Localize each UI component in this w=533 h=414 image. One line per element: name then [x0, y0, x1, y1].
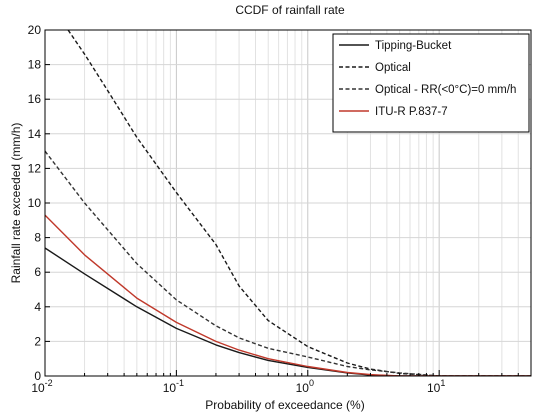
legend-label: ITU-R P.837-7: [375, 106, 448, 118]
y-tick-label: 8: [34, 231, 41, 245]
chart-title: CCDF of rainfall rate: [235, 3, 345, 17]
series-layer: [45, 30, 531, 376]
x-tick-label: 100: [296, 378, 314, 395]
y-tick-label: 6: [34, 265, 41, 279]
x-tick-labels: 10-2 10-1 100 101: [31, 378, 445, 395]
y-tick-label: 2: [34, 334, 41, 348]
series-line: [45, 247, 531, 376]
y-tick-label: 12: [28, 161, 42, 175]
x-tick-label: 101: [427, 378, 445, 395]
y-tick-label: 4: [34, 300, 41, 314]
legend-label: Optical - RR(<0°C)=0 mm/h: [375, 84, 516, 96]
y-tick-label: 0: [34, 369, 41, 383]
legend-box: [332, 33, 530, 133]
y-tick-label: 20: [28, 23, 42, 37]
y-tick-label: 14: [28, 127, 42, 141]
legend: Tipping-Bucket Optical Optical - RR(<0°C)=…: [332, 33, 530, 133]
y-tick-labels: 0 2 4 6 8 10 12 14 16 18 20: [28, 23, 42, 383]
x-tick-label: 10-2: [31, 378, 52, 395]
y-tick-label: 10: [28, 196, 42, 210]
x-tick-label: 10-1: [163, 378, 184, 395]
y-axis-label: Rainfall rate exceeded (mm/h): [9, 123, 23, 284]
axis-ticks: [44, 29, 532, 377]
series-line: [67, 30, 531, 376]
y-tick-label: 16: [28, 92, 42, 106]
legend-label: Tipping-Bucket: [375, 40, 452, 52]
series-line: [45, 214, 531, 376]
legend-label: Optical: [375, 62, 411, 74]
x-axis-label: Probability of exceedance (%): [205, 398, 364, 412]
series-line: [45, 150, 531, 376]
y-tick-label: 18: [28, 58, 42, 72]
